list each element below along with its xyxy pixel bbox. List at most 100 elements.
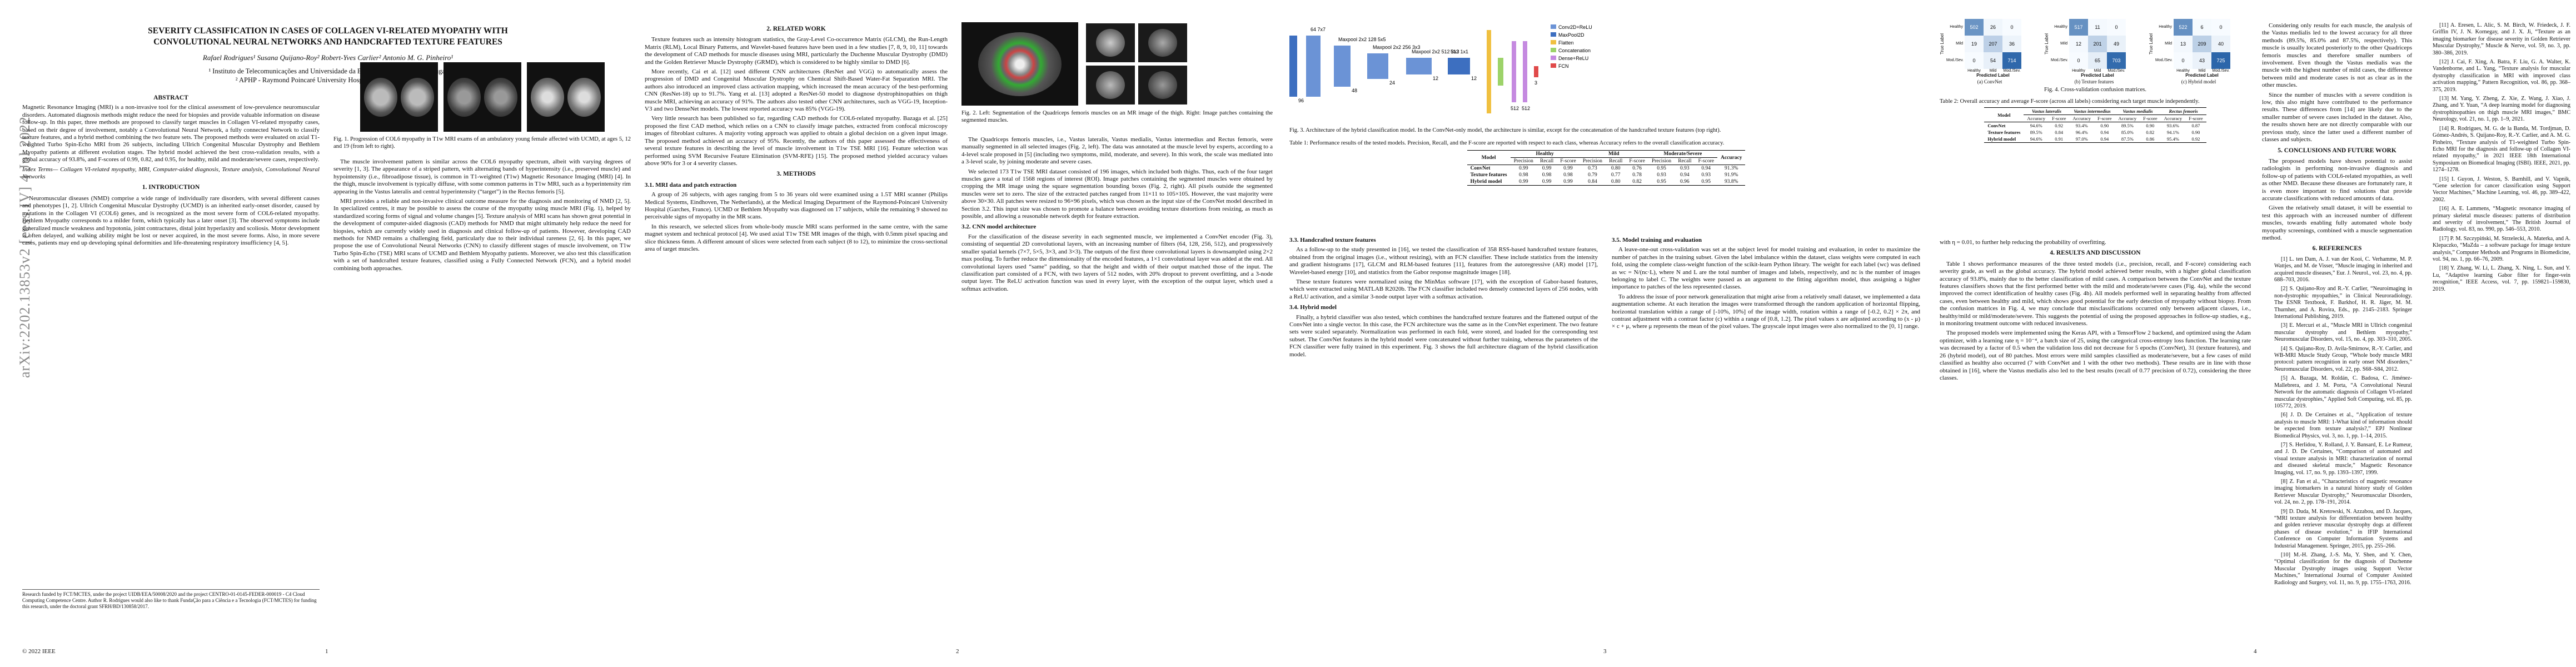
section-heading-introduction: 1. INTRODUCTION — [142, 184, 200, 191]
muscle-patch — [1138, 66, 1187, 104]
table-cell: 87.5% — [2121, 136, 2134, 142]
reference-item: [12] J. Cai, F. Xing, A. Batra, F. Liu, … — [2433, 59, 2570, 93]
cm-tick-label: Healthy — [2072, 69, 2085, 73]
legend-label: FCN — [1558, 63, 1569, 69]
table-subheader: Recall — [1609, 158, 1623, 164]
table-cell: 0.94 — [2100, 136, 2109, 142]
subsection-heading: 3.5. Model training and evaluation — [1612, 237, 1702, 243]
results-paragraph: Considering only results for each muscle… — [2262, 22, 2412, 89]
table-row: ConvNet 94.6% 0.92 93.4% 0.90 89.5% 0.90 93.6% 0… — [1984, 122, 2206, 130]
results-paragraph: The proposed models were implemented usi… — [1940, 330, 2251, 381]
table-cell: 0.98 — [1563, 172, 1573, 178]
legend-label: MaxPool2D — [1558, 32, 1585, 38]
table-cell: 94.6% — [2030, 123, 2042, 128]
table-subheader: Accuracy — [2164, 116, 2183, 121]
layer-label: 64 7x7 — [1311, 27, 1326, 32]
muscle-patch — [1086, 66, 1135, 104]
figure-3-caption: Fig. 3. Architecture of the hybrid class… — [1289, 127, 1721, 133]
cm-cell: 49 — [2107, 36, 2126, 52]
table-cell: Texture features — [1987, 130, 2021, 135]
methods-paragraph: A leave-one-out cross-validation was set… — [1612, 246, 1920, 291]
section-heading-related-work: 2. RELATED WORK — [766, 26, 826, 32]
copyright-notice: © 2022 IEEE — [22, 648, 56, 655]
table-cell: 0.98 — [1542, 172, 1552, 178]
page-4: True Label Healthy Mild Mod./Sev. 502 26 0 19 20… — [1940, 0, 2573, 667]
related-paragraph: Very little research has been published … — [645, 115, 948, 167]
cm-cell: 11 — [2088, 19, 2107, 36]
figure-2-caption: Fig. 2. Left: Segmentation of the Quadri… — [961, 110, 1273, 123]
dimension-label: 3 — [1534, 80, 1537, 86]
conv-block — [1334, 46, 1351, 87]
architecture-diagram: 96 64 7x7 Maxpool 2x2 128 5x5 48 Maxpool… — [1289, 24, 1592, 113]
cm-tick-label: Mild — [2094, 69, 2101, 73]
reference-item: [13] M. Yang, Y. Zheng, Z. Xie, Z. Wang,… — [2433, 96, 2570, 123]
table-subheader: F-score — [2143, 116, 2158, 121]
table-cell: ConvNet — [1470, 166, 1491, 171]
column-2-left: 2. RELATED WORK Texture features such as… — [645, 22, 948, 255]
cm-tick-label: Mod./Sev. — [2051, 58, 2068, 62]
methods-paragraph: In this research, we selected slices fro… — [645, 223, 948, 252]
cm-cell: 703 — [2107, 52, 2126, 69]
reference-item: [6] J. D. De Certaines et al., “Applicat… — [2274, 412, 2412, 439]
table-row: Texture features 89.5% 0.84 96.4% 0.94 85.0% 0… — [1984, 129, 2206, 136]
cm-cell: 26 — [1984, 19, 2002, 36]
column-4-right: [11] A. Eresen, L. Alic, S. M. Birch, W.… — [2420, 22, 2570, 295]
table-cell: 85.0% — [2121, 130, 2134, 135]
legend-label: Conv2D+ReLU — [1558, 24, 1592, 30]
cm-tick-label: Healthy — [2159, 25, 2172, 29]
related-paragraph: More recently, Cai et al. [12] used diff… — [645, 68, 948, 113]
paper-title: SEVERITY CLASSIFICATION IN CASES OF COLL… — [148, 26, 508, 47]
conv-block — [1448, 58, 1470, 74]
cm-tick-label: Mild — [2198, 69, 2206, 73]
table-cell: 0.90 — [2100, 123, 2109, 128]
confusion-matrix: True Label Healthy Mild Mod./Sev. 517 11 0 12 20… — [2044, 19, 2144, 84]
table-cell: 89.5% — [2121, 123, 2134, 128]
table-cell: 0.99 — [1518, 166, 1528, 171]
table-cell: 0.90 — [2146, 123, 2155, 128]
table-cell: 93.6% — [2166, 123, 2179, 128]
arxiv-identifier: arXiv:2202.13853v2 [eess.IV] 4 Jul 2022 — [17, 116, 33, 378]
author-list: Rafael Rodrigues¹ Susana Quijano-Roy² Ro… — [202, 53, 454, 62]
table-header: Rectus femoris — [2160, 107, 2206, 115]
table-cell: 0.99 — [1542, 179, 1552, 185]
cm-cell: 201 — [2088, 36, 2107, 52]
reference-item: [16] A. E. Lammens, “Magnetic resonance … — [2433, 206, 2570, 233]
dimension-label: 24 — [1389, 80, 1395, 86]
mri-image — [961, 22, 1078, 106]
subsection-heading: 3.4. Hybrid model — [1289, 304, 1337, 311]
intro-paragraph: Neuromuscular diseases (NMD) comprise a … — [22, 195, 320, 247]
table-subheader: Precision — [1582, 158, 1603, 164]
table-cell: 0.77 — [1611, 172, 1621, 178]
page-number: 4 — [2254, 648, 2257, 655]
cm-tick-label: Mod./Sev. — [2003, 69, 2021, 73]
mri-image — [443, 62, 521, 132]
figure-4-caption: Fig. 4. Cross-validation confusion matri… — [2044, 87, 2147, 93]
cm-cell: 65 — [2088, 52, 2107, 69]
table-cell: 0.95 — [1701, 179, 1711, 185]
table-cell: 91.9% — [1724, 172, 1738, 178]
reference-item: [7] S. Herlidou, Y. Rolland, J. Y. Bansa… — [2274, 441, 2412, 476]
section-heading-results: 4. RESULTS AND DISCUSSION — [2050, 250, 2141, 257]
figure-1-caption: Fig. 1. Progression of COL6 myopathy in … — [333, 136, 631, 150]
methods-paragraph: Finally, a hybrid classifier was also te… — [1289, 313, 1598, 358]
reference-list: [1] L. ten Dam, A. J. van der Kooi, C. V… — [2262, 256, 2412, 586]
table-cell: 0.92 — [2191, 136, 2200, 142]
table-header: Healthy — [1510, 150, 1580, 158]
cm-axis-label: True Label — [1940, 33, 1945, 54]
table-cell: 94.1% — [2166, 130, 2179, 135]
confusion-matrices: True Label Healthy Mild Mod./Sev. 502 26 0 19 20… — [1940, 19, 2251, 84]
cm-cell: 0 — [2107, 19, 2126, 36]
column-2-right: The Quadriceps femoris muscles, i.e., Va… — [961, 136, 1273, 295]
table-cell: 0.84 — [1588, 179, 1597, 185]
results-paragraph: Table 1 shows performance measures of th… — [1940, 260, 2251, 327]
table-cell: 95.4% — [2166, 136, 2179, 142]
layer-label: Maxpool 2x2 512 3x3 — [1412, 49, 1459, 54]
table-cell: 0.95 — [1657, 166, 1666, 171]
reference-item: [18] Y. Zhang, W. Li, L. Zhang, X. Ning,… — [2433, 265, 2570, 292]
dimension-label: 12 — [1433, 76, 1438, 81]
cm-tick-label: Healthy — [1950, 25, 1963, 29]
table-cell: 97.0% — [2075, 136, 2088, 142]
cm-axis-label: Predicted Label — [1976, 73, 2010, 78]
segmentation-images — [961, 22, 1273, 106]
input-layer — [1289, 36, 1297, 97]
